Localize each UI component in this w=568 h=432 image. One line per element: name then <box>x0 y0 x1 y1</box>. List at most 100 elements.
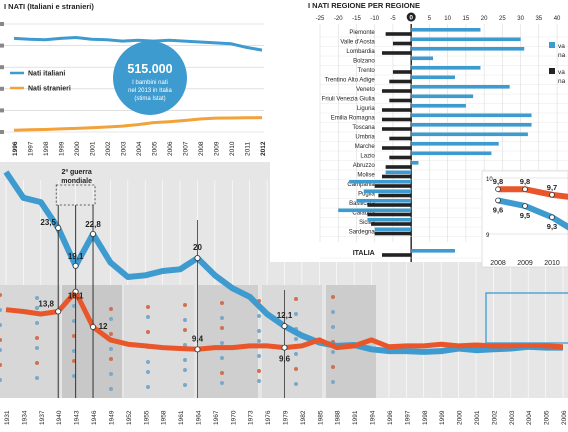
bar-series-2 <box>382 253 412 257</box>
axis-tick <box>0 130 4 134</box>
bar-series-1 <box>367 218 412 222</box>
bar-series-1 <box>411 56 434 61</box>
photo-dot <box>257 314 261 318</box>
bar-series-1 <box>411 75 455 80</box>
x-tick-label: 1952 <box>126 410 133 425</box>
region-label: Friuli Venezia Giulia <box>322 97 376 103</box>
photo-dot <box>35 321 39 325</box>
bar-series-1 <box>363 189 412 194</box>
photo-dot <box>35 361 39 365</box>
photo-dot <box>0 308 2 312</box>
bar-series-1 <box>411 249 455 253</box>
x-tick-label: 1931 <box>4 410 11 425</box>
x-tick-label: 20 <box>481 16 488 22</box>
bar-series-2 <box>382 127 412 131</box>
x-tick-label: 2002 <box>491 410 498 425</box>
x-tick-label: 1967 <box>213 410 220 425</box>
photo-dot <box>257 369 261 373</box>
data-label: 19,1 <box>68 252 84 261</box>
x-tick-label: 2007 <box>183 141 190 156</box>
legend-label: Nati italiani <box>28 71 65 78</box>
x-tick-label: 2009 <box>214 141 221 156</box>
bar-series-2 <box>389 136 412 141</box>
x-tick-label: 1955 <box>143 410 150 425</box>
axis-tick <box>0 22 4 26</box>
region-label: Calabria <box>352 211 375 217</box>
bar-series-1 <box>411 132 528 137</box>
photo-dot <box>294 382 298 386</box>
x-tick-label: 2009 <box>517 260 533 267</box>
photo-dot <box>35 376 39 380</box>
x-tick-label: 2010 <box>544 260 560 267</box>
photo-dot <box>72 319 76 323</box>
bar-series-2 <box>367 203 412 207</box>
x-tick-label: 25 <box>499 16 506 22</box>
photo-dot <box>220 341 224 345</box>
photo-dot <box>257 329 261 333</box>
bar-series-2 <box>382 117 412 122</box>
region-label: Bolzano <box>353 59 375 65</box>
photo-dot <box>109 307 113 311</box>
legend-label: va <box>558 69 565 76</box>
bar-series-2 <box>382 51 412 55</box>
photo-dot <box>220 371 224 375</box>
x-tick-label: -10 <box>370 16 379 22</box>
photo-dot <box>109 387 113 391</box>
photo-dot <box>331 365 335 369</box>
region-label: Campania <box>347 182 375 188</box>
x-tick-label: 2006 <box>167 141 174 156</box>
data-label: 12 <box>99 322 108 331</box>
photo-dot <box>331 310 335 314</box>
stat-bubble <box>113 41 187 115</box>
x-tick-label: 1958 <box>161 410 168 425</box>
photo-dot <box>220 381 224 385</box>
panel-title: I NATI (Italiani e stranieri) <box>4 2 94 11</box>
bar-series-2 <box>389 98 412 103</box>
bar-series-1 <box>411 66 481 70</box>
photo-dot <box>220 356 224 360</box>
bar-series-1 <box>411 37 521 42</box>
series-line-1 <box>13 35 263 52</box>
x-tick-label: 1999 <box>59 141 66 156</box>
photo-dot <box>0 293 2 297</box>
bar-series-1 <box>338 208 412 213</box>
region-label: Liguria <box>357 106 376 112</box>
legend-swatch <box>549 68 555 74</box>
x-tick-label: 1964 <box>195 410 202 425</box>
x-tick-label: 1998 <box>43 141 50 156</box>
photo-dot <box>294 367 298 371</box>
region-label: Basilicata <box>349 201 375 207</box>
region-label: Valle d'Aosta <box>340 40 375 46</box>
bar-series-1 <box>411 113 532 118</box>
region-label: Abruzzo <box>353 163 376 169</box>
x-tick-label: 1982 <box>300 410 307 425</box>
x-tick-label: 5 <box>428 16 432 22</box>
data-label: 23,5 <box>40 218 56 227</box>
x-tick-label: 30 <box>517 16 524 22</box>
point-marker <box>495 197 501 204</box>
bar-series-1 <box>411 47 525 51</box>
data-label: 9,6 <box>493 205 503 214</box>
photo-dot <box>72 304 76 308</box>
x-tick-label: 1937 <box>39 410 46 425</box>
x-tick-label: 1946 <box>91 410 98 425</box>
bar-series-1 <box>411 94 474 99</box>
region-label: Sicilia <box>359 220 375 226</box>
photo-dot <box>146 305 150 309</box>
x-tick-label: 1943 <box>74 410 81 425</box>
photo-dot <box>35 346 39 350</box>
data-label: 9,3 <box>547 222 557 231</box>
photo-dot <box>183 368 187 372</box>
photo-dot <box>146 360 150 364</box>
x-tick-label: 1988 <box>335 410 342 425</box>
point-marker <box>90 230 97 237</box>
war-annotation: mondiale <box>61 178 92 185</box>
photo-dot <box>183 328 187 332</box>
bar-series-2 <box>382 174 412 179</box>
photo-dot <box>0 378 2 382</box>
x-tick-label: 2005 <box>544 410 551 425</box>
x-tick-label: 1991 <box>352 410 359 425</box>
x-tick-label: 1949 <box>108 410 115 425</box>
panel-title: I NATI REGIONE PER REGIONE <box>308 1 420 10</box>
